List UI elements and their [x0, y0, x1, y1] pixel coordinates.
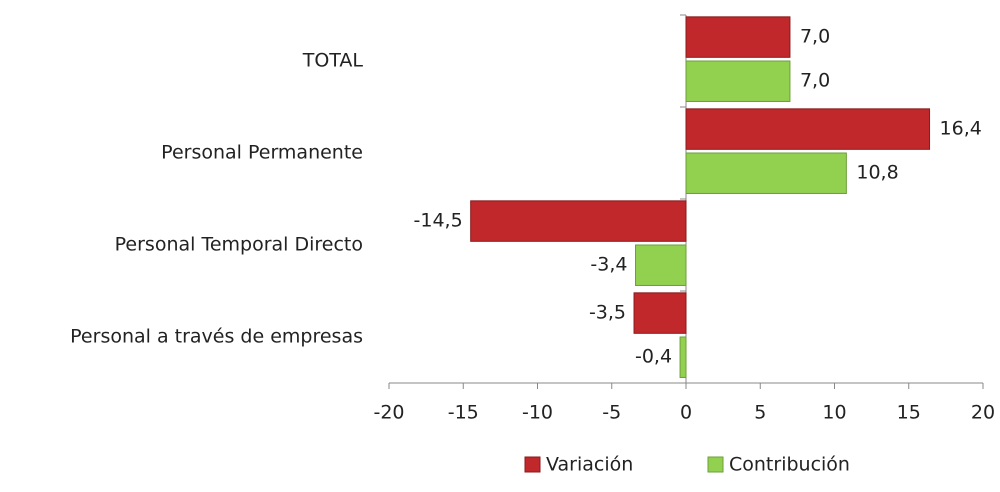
bar	[685, 108, 931, 150]
bar	[633, 292, 687, 334]
x-tick-label: -10	[522, 402, 553, 424]
legend-label: Variación	[546, 454, 633, 476]
y-tick-label: Personal Permanente	[161, 142, 363, 164]
x-tick-label: 20	[971, 402, 995, 424]
data-label: 16,4	[940, 118, 982, 140]
x-tick-label: 15	[897, 402, 921, 424]
bar	[685, 60, 791, 102]
data-label: 7,0	[800, 70, 830, 92]
x-tick-label: -15	[448, 402, 479, 424]
data-label: -14,5	[414, 210, 463, 232]
bar	[679, 336, 687, 378]
data-label: -0,4	[635, 346, 672, 368]
legend-swatch	[524, 456, 541, 473]
bar	[470, 200, 687, 242]
legend-swatch	[707, 456, 724, 473]
x-tick-label: 10	[822, 402, 846, 424]
x-tick-label: 5	[754, 402, 766, 424]
legend-label: Contribución	[729, 454, 850, 476]
y-tick-label: Personal a través de empresas	[70, 326, 363, 348]
bar	[685, 152, 847, 194]
y-tick-label: TOTAL	[302, 50, 364, 72]
y-tick-label: Personal Temporal Directo	[115, 234, 363, 256]
data-label: 7,0	[800, 26, 830, 48]
bar	[685, 16, 791, 58]
x-tick-label: -5	[602, 402, 621, 424]
x-tick-label: 0	[680, 402, 692, 424]
data-label: -3,4	[590, 254, 627, 276]
data-label: 10,8	[856, 162, 898, 184]
bar	[635, 244, 687, 286]
data-label: -3,5	[589, 302, 626, 324]
x-tick-label: -20	[373, 402, 404, 424]
